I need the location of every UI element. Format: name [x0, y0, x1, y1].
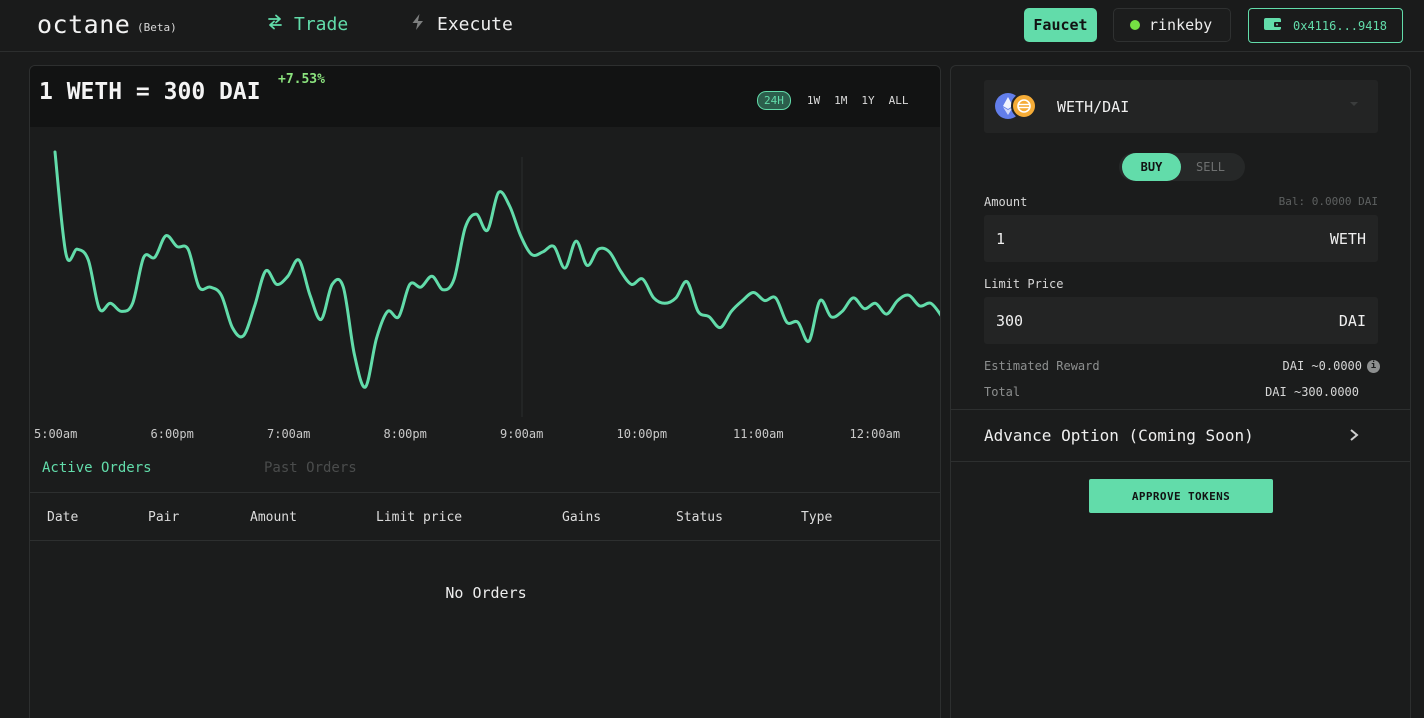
- estimated-reward-row: Estimated Reward DAI ~0.0000 i: [984, 359, 1380, 373]
- pair-price: 1 WETH = 300 DAI: [39, 79, 261, 105]
- estimated-reward-label: Estimated Reward: [984, 359, 1100, 373]
- estimated-reward-value: DAI ~0.0000: [1282, 359, 1362, 373]
- beta-tag: (Beta): [137, 21, 177, 34]
- wallet-address: 0x4116...9418: [1293, 18, 1387, 33]
- token-pair-icons: [995, 93, 1041, 119]
- limit-price-unit: DAI: [1338, 311, 1366, 330]
- tab-active-orders[interactable]: Active Orders: [42, 460, 152, 476]
- range-24h[interactable]: 24H: [757, 91, 791, 110]
- range-1y[interactable]: 1Y: [861, 94, 875, 107]
- column-gains: Gains: [562, 510, 602, 525]
- x-tick-label: 9:00am: [500, 427, 544, 441]
- advance-option-label: Advance Option (Coming Soon): [984, 426, 1254, 445]
- amount-unit: WETH: [1329, 229, 1366, 248]
- range-selector: 24H 1W 1M 1Y ALL: [757, 91, 923, 110]
- app-logo[interactable]: octane: [37, 10, 131, 39]
- total-row: Total DAI ~300.0000: [984, 385, 1378, 399]
- sell-button[interactable]: SELL: [1196, 160, 1225, 174]
- x-tick-label: 10:00pm: [616, 427, 668, 441]
- wallet-button[interactable]: 0x4116...9418: [1248, 8, 1403, 43]
- chart-header: 1 WETH = 300 DAI +7.53% 24H 1W 1M 1Y ALL: [30, 66, 940, 127]
- amount-input[interactable]: [996, 229, 1246, 248]
- limit-price-input[interactable]: [996, 311, 1246, 330]
- buy-button[interactable]: BUY: [1122, 153, 1181, 181]
- chart-panel: 1 WETH = 300 DAI +7.53% 24H 1W 1M 1Y ALL…: [29, 65, 941, 718]
- limit-price-label: Limit Price: [984, 277, 1064, 291]
- network-label: rinkeby: [1149, 16, 1213, 34]
- empty-orders-message: No Orders: [445, 584, 527, 602]
- order-panel: WETH/DAI BUY SELL Amount Bal: 0.0000 DAI…: [950, 65, 1411, 718]
- nav-execute-label: Execute: [437, 14, 513, 35]
- amount-field: WETH: [984, 215, 1378, 262]
- total-label: Total: [984, 385, 1021, 399]
- range-1m[interactable]: 1M: [834, 94, 848, 107]
- chevron-right-icon: [1348, 427, 1360, 441]
- balance-text: Bal: 0.0000 DAI: [1278, 195, 1378, 208]
- wallet-icon: [1263, 16, 1283, 35]
- top-bar: octane (Beta) Trade Execute Faucet rinke…: [0, 0, 1424, 52]
- amount-label: Amount: [984, 195, 1028, 209]
- dai-icon: [1011, 93, 1037, 119]
- x-tick-label: 12:00am: [849, 427, 901, 441]
- x-tick-label: 6:00pm: [150, 427, 194, 441]
- network-badge[interactable]: rinkeby: [1113, 8, 1231, 42]
- x-axis: 5:00am 6:00pm 7:00am 8:00pm 9:00am 10:00pm 11:…: [30, 427, 940, 441]
- lightning-icon: [409, 13, 427, 36]
- side-toggle: BUY SELL: [1119, 153, 1245, 181]
- x-tick-label: 7:00am: [267, 427, 311, 441]
- nav-trade[interactable]: Trade: [266, 13, 348, 36]
- nav-execute[interactable]: Execute: [409, 13, 513, 36]
- approve-tokens-button[interactable]: APPROVE TOKENS: [1089, 479, 1273, 513]
- network-status-dot: [1130, 20, 1140, 30]
- price-change: +7.53%: [278, 72, 325, 87]
- column-pair: Pair: [148, 510, 180, 525]
- chevron-down-icon: [1350, 102, 1358, 106]
- price-chart[interactable]: [30, 127, 940, 417]
- faucet-button[interactable]: Faucet: [1024, 8, 1097, 42]
- info-icon[interactable]: i: [1367, 359, 1380, 373]
- column-date: Date: [47, 510, 79, 525]
- orders-table-header: Date Pair Amount Limit price Gains Statu…: [30, 492, 940, 541]
- limit-price-field: DAI: [984, 297, 1378, 344]
- column-status: Status: [676, 510, 723, 525]
- pair-label: WETH/DAI: [1057, 98, 1130, 116]
- range-all[interactable]: ALL: [888, 94, 909, 107]
- tab-past-orders[interactable]: Past Orders: [264, 460, 357, 476]
- x-tick-label: 11:00am: [733, 427, 784, 441]
- price-line: [53, 150, 940, 389]
- x-tick-label: 8:00pm: [383, 427, 427, 441]
- range-1w[interactable]: 1W: [806, 94, 821, 107]
- column-type: Type: [801, 510, 833, 525]
- column-amount: Amount: [250, 510, 297, 525]
- advance-option-row[interactable]: Advance Option (Coming Soon): [951, 409, 1410, 462]
- swap-icon: [266, 13, 284, 36]
- total-value: DAI ~300.0000: [1265, 385, 1359, 399]
- column-limit-price: Limit price: [376, 510, 463, 525]
- nav-trade-label: Trade: [294, 14, 349, 35]
- x-tick-label: 5:00am: [34, 427, 78, 441]
- orders-tabs: Active Orders Past Orders: [42, 460, 922, 480]
- pair-selector[interactable]: WETH/DAI: [984, 80, 1378, 133]
